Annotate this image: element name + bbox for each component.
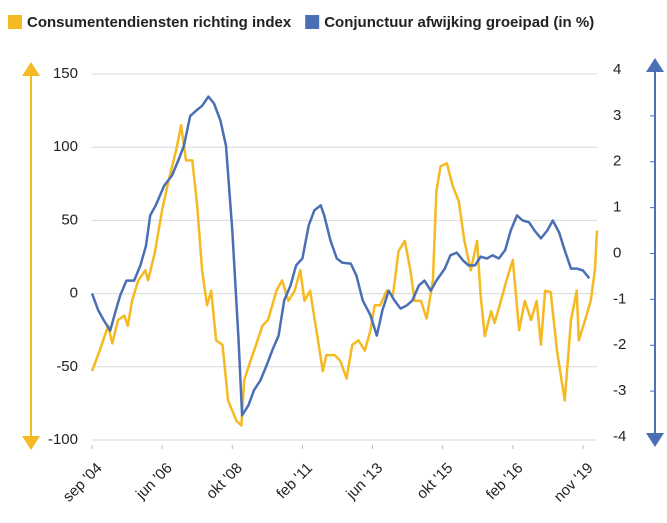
x-tick-label: feb '11: [273, 460, 316, 503]
x-tick-label: nov '19: [551, 460, 597, 506]
y-tick-label: 0: [70, 285, 78, 302]
y2-tick-label: -2: [613, 336, 626, 353]
series-line: [90, 123, 599, 427]
legend-swatch: [8, 15, 22, 29]
y2-tick-label: 0: [613, 244, 621, 261]
y2-tick-label: -1: [613, 290, 626, 307]
y-tick-label: 100: [53, 138, 78, 155]
x-tick-label: sep '04: [60, 460, 106, 506]
left-axis: [22, 62, 40, 450]
series-line: [90, 95, 591, 417]
y2-tick-label: 3: [613, 107, 621, 124]
y2-tick-label: -4: [613, 428, 626, 445]
y2-tick-label: 1: [613, 199, 621, 216]
legend-label: Consumentendiensten richting index: [27, 14, 292, 31]
y-tick-label: 50: [61, 211, 78, 228]
x-tick-label: okt '08: [203, 460, 246, 503]
legend-label: Conjunctuur afwijking groeipad (in %): [324, 14, 594, 31]
y-tick-label: -50: [56, 358, 78, 375]
y2-tick-label: -3: [613, 382, 626, 399]
x-tick-label: jun '13: [343, 460, 387, 504]
y2-tick-label: 4: [613, 61, 621, 78]
legend-swatch: [305, 15, 320, 29]
y2-tick-label: 2: [613, 153, 621, 170]
y-tick-label: -100: [48, 431, 78, 448]
x-tick-label: jun '06: [132, 460, 176, 504]
y-tick-label: 150: [53, 65, 78, 82]
x-tick-label: okt '15: [413, 460, 456, 503]
x-tick-label: feb '16: [483, 460, 527, 504]
